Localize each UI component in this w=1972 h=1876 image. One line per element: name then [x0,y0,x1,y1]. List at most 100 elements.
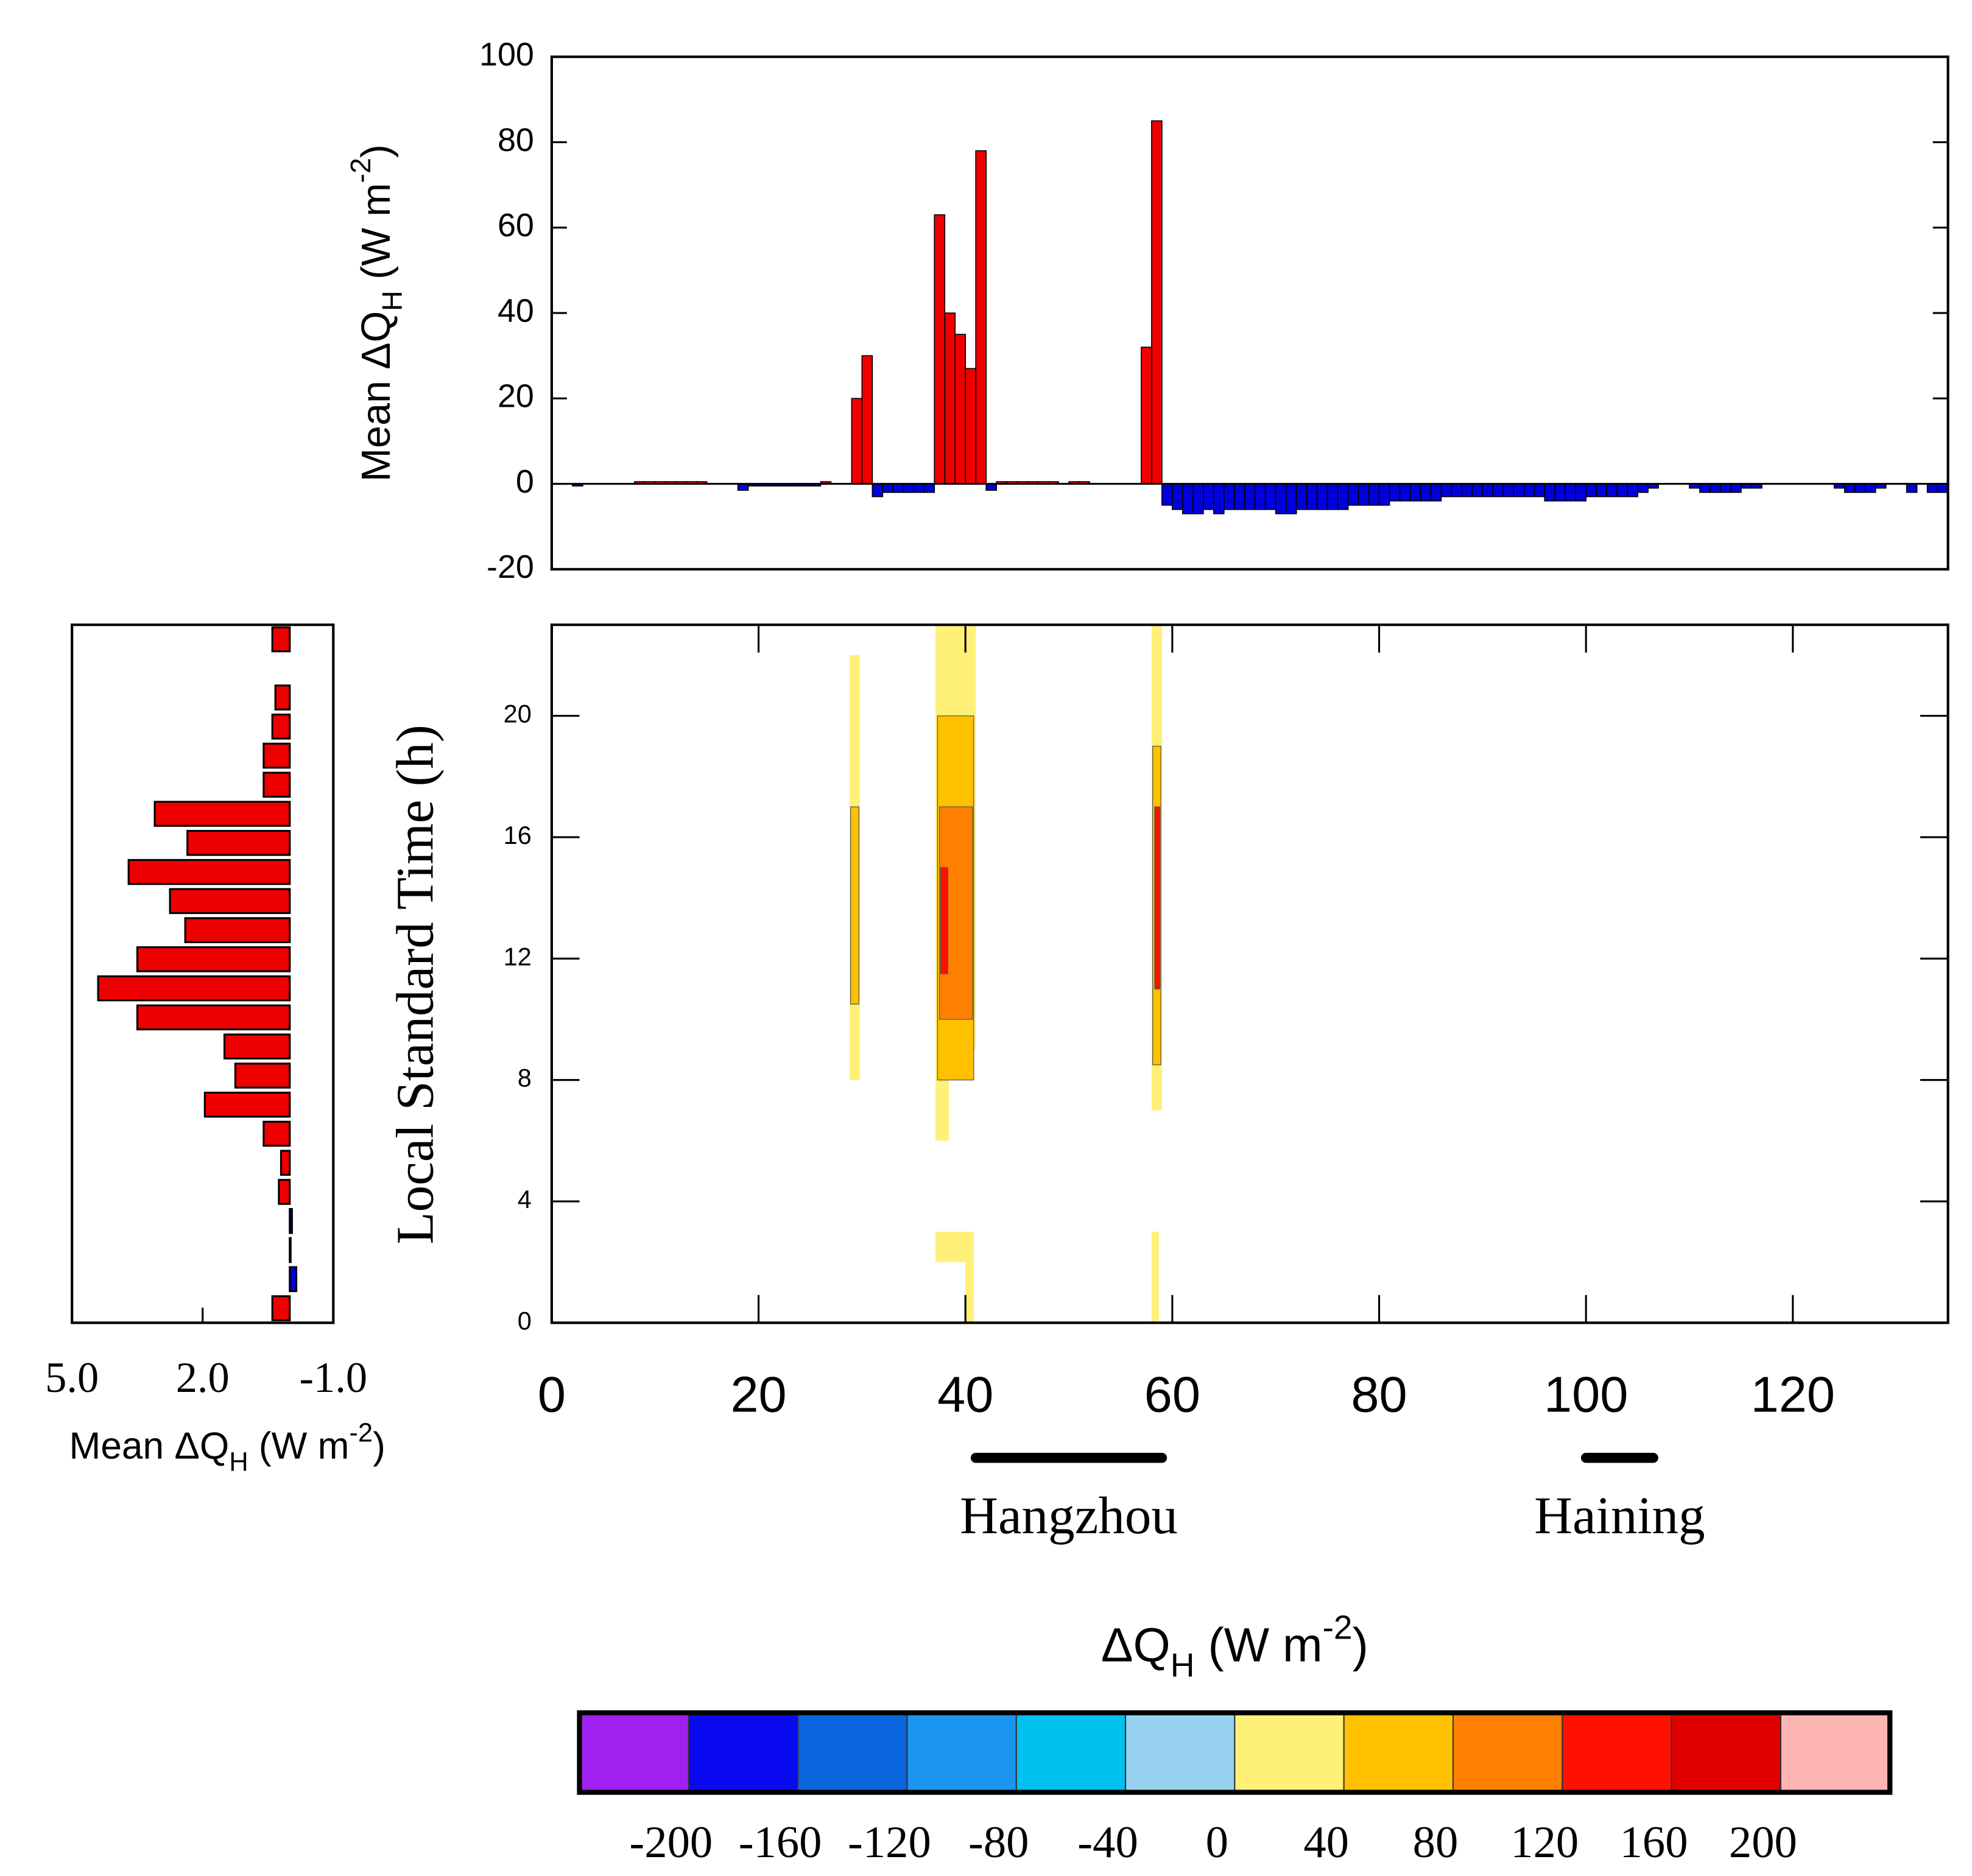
bar [1275,483,1287,515]
bar [882,483,894,493]
y-tick-label: 40 [498,292,534,329]
y-axis-label: Local Standard Time (h) [385,725,444,1244]
bar [136,946,291,972]
bar [274,684,291,711]
bar [1502,483,1515,497]
bar [1326,483,1339,510]
color-swatch [1234,1712,1345,1793]
bar [1306,483,1318,510]
x-axis-label: Mean ΔQH (W m-2) [69,1418,386,1477]
y-tick-label: 20 [504,700,532,728]
colorbar-title-part: ) [1353,1618,1368,1671]
bar [1937,483,1949,493]
bar [1420,483,1432,502]
bar [1534,483,1546,497]
colorbar-label: -200 [629,1818,713,1867]
bar [223,1033,291,1059]
bar [737,483,749,491]
color-swatch [688,1712,799,1793]
y-tick-label: 0 [516,463,534,500]
color-swatch [1015,1712,1127,1793]
bar [262,1120,291,1147]
bar [1544,483,1556,502]
bar [280,1150,291,1176]
y-tick-label: 0 [518,1306,532,1335]
color-swatch [1671,1712,1781,1793]
bar [872,483,884,497]
colorbar-label: -40 [1077,1818,1138,1867]
bar [1409,483,1421,502]
bar [892,483,904,493]
y-tick-label: 12 [504,942,532,971]
bar [1471,483,1484,497]
bar [1141,346,1152,485]
y-tick-label: 20 [498,378,534,415]
color-swatch [1125,1712,1236,1793]
bar [1606,483,1618,497]
bar [1399,483,1411,502]
y-axis-label-part: -2 [345,158,376,183]
colorbar-label: 80 [1413,1818,1459,1867]
bar [1347,483,1359,506]
bar [1699,483,1711,493]
plot-frame [550,55,1949,571]
colorbar-label: 200 [1729,1818,1797,1867]
colorbar-label: 40 [1303,1818,1349,1867]
plot-frame [550,624,1949,1324]
bar [289,1266,298,1293]
bar [851,398,863,485]
contour-region [940,867,948,974]
y-tick-label: 4 [518,1185,532,1214]
y-axis-label-part: H [376,290,408,311]
bar [127,859,291,885]
colorbar-label: 0 [1206,1818,1228,1867]
x-tick-label: 80 [1351,1366,1407,1423]
bar [954,334,967,485]
bar [1223,483,1235,510]
x-tick-label: 120 [1751,1366,1835,1423]
bar [136,1004,291,1031]
bar [1389,483,1401,502]
bar [271,713,291,740]
bar [861,355,873,485]
x-tick-label: 60 [1144,1366,1200,1423]
x-tick-label: 2.0 [176,1354,230,1402]
bar [944,312,956,485]
bar [186,830,291,856]
bar [234,1063,291,1089]
color-swatch [1343,1712,1454,1793]
bar [923,483,935,493]
bar [1554,483,1566,502]
bar [985,483,997,491]
bar [1616,483,1628,497]
contour-region [1154,806,1161,989]
colorbar-label: -120 [848,1818,931,1867]
y-tick-label: -20 [487,549,534,585]
color-swatch [797,1712,908,1793]
x-axis-label-part: Mean ΔQ [69,1425,230,1467]
bar [913,483,925,493]
contour-region [935,1231,969,1262]
bar [262,742,291,769]
bar [1192,483,1204,515]
y-axis-label: Mean ΔQH (W m-2) [345,144,408,482]
bar [97,975,291,1002]
colorbar-title-part: ΔQ [1101,1618,1171,1671]
bar [1244,483,1256,510]
y-tick-label: 8 [518,1064,532,1092]
bar [169,888,291,915]
bar [1926,483,1939,493]
bar [1202,483,1214,510]
colorbar-title: ΔQH (W m-2) [1101,1608,1368,1684]
bar [1182,483,1194,515]
colorbar-label: 160 [1620,1818,1688,1867]
bar [1233,483,1245,510]
colorbar-title-part: H [1171,1646,1195,1684]
bar [1720,483,1731,493]
bar [1906,483,1918,493]
bar [1461,483,1473,497]
bar [1492,483,1504,497]
bar [1843,483,1856,493]
x-tick-label: 100 [1544,1366,1628,1423]
bar [1451,483,1463,497]
